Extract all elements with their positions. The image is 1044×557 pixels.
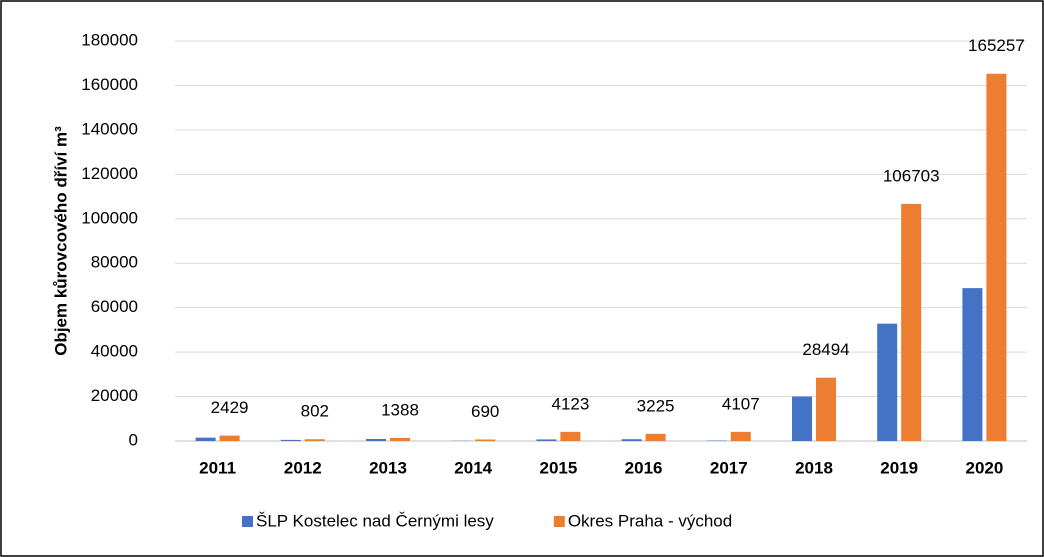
y-axis-title: Objem kůrovcového dříví m³: [51, 126, 70, 356]
bar: [219, 435, 240, 441]
legend-label: Okres Praha - východ: [568, 511, 732, 530]
data-label: 1388: [381, 400, 419, 419]
legend-swatch: [553, 516, 565, 527]
bar: [195, 437, 216, 441]
data-label: 3225: [637, 396, 675, 415]
data-label: 690: [471, 402, 499, 421]
bar: [366, 439, 386, 441]
y-tick-label: 100000: [81, 208, 138, 227]
x-tick-label: 2012: [284, 458, 322, 477]
bar: [816, 377, 836, 441]
x-tick-label: 2011: [199, 458, 236, 477]
data-label: 802: [301, 402, 329, 421]
data-label: 4107: [722, 394, 760, 413]
x-tick-label: 2017: [710, 458, 748, 477]
y-tick-label: 0: [129, 430, 138, 449]
data-label: 106703: [883, 166, 940, 185]
bar: [475, 439, 496, 441]
y-tick-label: 160000: [81, 75, 138, 94]
y-tick-label: 20000: [91, 386, 138, 405]
bar: [390, 437, 410, 441]
y-tick-label: 180000: [81, 30, 138, 49]
x-tick-label: 2019: [880, 458, 918, 477]
bar: [730, 431, 751, 441]
y-tick-label: 60000: [91, 297, 138, 316]
bar: [536, 439, 557, 441]
bar: [304, 439, 325, 441]
bar: [560, 431, 581, 441]
legend-swatch: [242, 516, 253, 527]
y-tick-label: 140000: [81, 119, 138, 138]
x-tick-label: 2015: [539, 458, 577, 477]
data-label: 2429: [211, 398, 249, 417]
y-tick-label: 40000: [91, 342, 138, 361]
x-tick-label: 2013: [369, 458, 407, 477]
x-tick-label: 2020: [965, 458, 1003, 477]
bar: [877, 323, 898, 441]
bar: [645, 433, 666, 441]
bar: [986, 73, 1007, 442]
x-tick-label: 2018: [795, 458, 833, 477]
bar: [792, 396, 812, 441]
bar: [901, 203, 922, 441]
bar: [280, 439, 301, 441]
y-tick-label: 80000: [91, 253, 138, 272]
data-label: 165257: [968, 36, 1025, 55]
bar: [962, 288, 983, 441]
data-label: 4123: [551, 394, 589, 413]
data-label: 28494: [802, 340, 849, 359]
x-tick-label: 2016: [625, 458, 663, 477]
x-tick-label: 2014: [454, 458, 492, 477]
legend-label: ŠLP Kostelec nad Černými lesy: [256, 511, 494, 530]
bar: [621, 439, 642, 441]
y-tick-label: 120000: [81, 164, 138, 183]
